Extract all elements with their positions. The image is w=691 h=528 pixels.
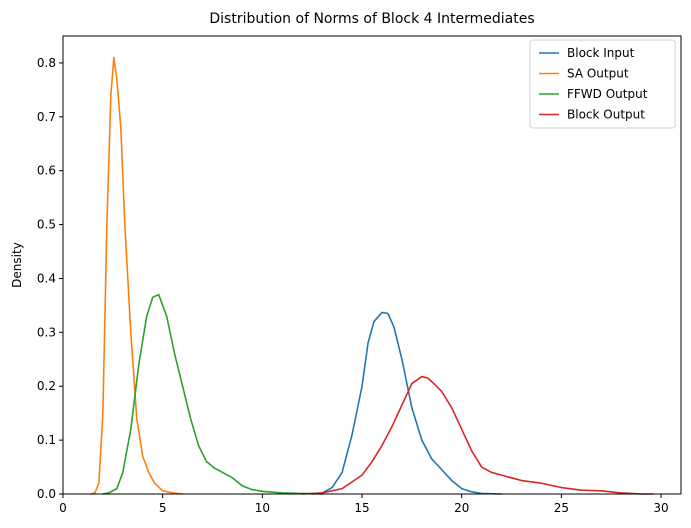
series-line-3	[301, 375, 654, 495]
legend-entry: Block Output	[567, 108, 645, 122]
legend-entry: FFWD Output	[567, 87, 648, 101]
x-tick-label: 25	[554, 501, 569, 515]
chart-title: Distribution of Norms of Block 4 Interme…	[209, 11, 534, 27]
plot-area	[90, 56, 654, 495]
series-line-2	[102, 293, 323, 495]
y-axis: 0.0 0.1 0.2 0.3 0.4 0.5 0.6 0.7 0.8	[37, 56, 63, 501]
plot-frame	[62, 35, 682, 495]
legend-entry: Block Input	[567, 46, 635, 60]
x-tick-label: 30	[653, 501, 668, 515]
series-line-1	[90, 56, 184, 495]
y-tick-label: 0.7	[37, 110, 56, 124]
y-tick-label: 0.5	[37, 218, 56, 232]
y-tick-label: 0.4	[37, 271, 56, 285]
x-tick-label: 20	[454, 501, 469, 515]
x-axis: 0 5 10 15 20 25 30	[59, 494, 669, 515]
x-tick-label: 0	[59, 501, 67, 515]
legend: Block Input SA Output FFWD Output Block Out…	[529, 39, 676, 129]
y-tick-label: 0.2	[37, 379, 56, 393]
x-tick-label: 5	[159, 501, 167, 515]
y-tick-label: 0.6	[37, 164, 56, 178]
y-axis-label: Density	[10, 242, 24, 288]
x-tick-label: 10	[255, 501, 270, 515]
y-tick-label: 0.0	[37, 487, 56, 501]
y-tick-label: 0.1	[37, 433, 56, 447]
y-tick-label: 0.8	[37, 56, 56, 70]
series-line-0	[311, 311, 503, 495]
legend-entry: SA Output	[567, 67, 629, 81]
x-tick-label: 15	[354, 501, 369, 515]
legend-box	[529, 39, 676, 129]
y-tick-label: 0.3	[37, 325, 56, 339]
